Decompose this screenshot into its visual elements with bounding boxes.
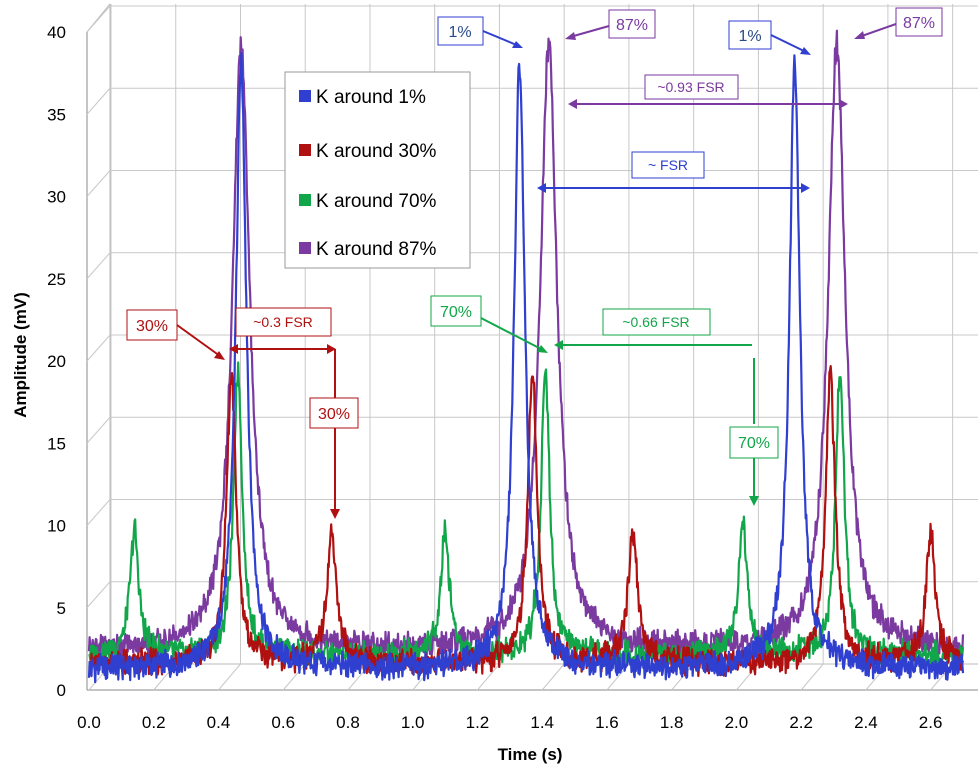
- legend-label-30pct: K around 30%: [316, 141, 437, 162]
- arrowhead-30pct-b: [330, 509, 340, 519]
- y-tick-label: 20: [47, 352, 66, 371]
- legend-box: [284, 71, 471, 269]
- y-tick-label: 5: [57, 599, 66, 618]
- x-tick-label: 0.0: [77, 713, 101, 732]
- x-tick-label: 1.4: [530, 713, 554, 732]
- legend-label-87pct: K around 87%: [316, 239, 437, 260]
- annotation-fsr-066: ~0.66 FSR: [622, 314, 689, 330]
- annotation-box-fsr-03: [235, 307, 332, 337]
- annotation-87pct-a: 87%: [616, 17, 648, 34]
- annotation-1pct-a: 1%: [448, 24, 471, 41]
- x-tick-label: 2.4: [854, 713, 878, 732]
- x-tick-label: 0.2: [142, 713, 166, 732]
- arrowhead-70pct-b: [749, 496, 759, 506]
- annotation-fsr-03: ~0.3 FSR: [253, 314, 313, 330]
- arrow-87pct-a: [569, 25, 610, 38]
- arrowhead-1pct-b: [800, 47, 811, 55]
- y-tick-label: 40: [47, 23, 66, 42]
- arrow-1pct-b: [770, 34, 807, 53]
- y-tick-label: 10: [47, 517, 66, 536]
- arrowhead-70pct-a: [537, 345, 548, 353]
- annotation-70pct-a: 70%: [440, 304, 472, 321]
- x-axis-title: Time (s): [498, 745, 563, 764]
- grid-line-floor: [218, 663, 241, 691]
- annotation-box-fsr-066: [602, 308, 711, 336]
- annotation-box-87pct-b: [895, 7, 943, 37]
- grid-line-diag: [86, 87, 111, 115]
- y-tick-labels: 0 5 10 15 20 25 30 35 40: [47, 23, 66, 700]
- arrowhead-30pct-a: [214, 351, 225, 360]
- legend-label-1pct: K around 1%: [316, 87, 426, 108]
- annotation-fsr-1: ~ FSR: [648, 157, 688, 173]
- x-tick-labels: 0.0 0.2 0.4 0.6 0.8 1.0 1.2 1.4 1.6 1.8 2.0 2.2 2.4 2…: [77, 713, 942, 732]
- legend-label-70pct: K around 70%: [316, 191, 437, 212]
- arrowhead-fsr-093-right: [839, 99, 848, 109]
- annotation-box-30pct-a: [126, 309, 178, 341]
- annotations: 1% 87% 1% 87% ~0.93 FSR ~ FSR 30%: [126, 7, 943, 519]
- arrowhead-fsr-1-left: [537, 183, 546, 193]
- arrowhead-fsr-03-left: [229, 344, 238, 354]
- series-lines: [87, 29, 965, 684]
- annotation-box-1pct-a: [437, 16, 484, 46]
- annotation-box-70pct-b: [729, 426, 779, 459]
- x-tick-label: 0.8: [336, 713, 360, 732]
- grid-line-floor: [477, 663, 500, 691]
- annotation-box-70pct-a: [430, 295, 482, 327]
- y-tick-label: 0: [57, 681, 66, 700]
- legend: K around 1% K around 30% K around 70% K …: [284, 71, 471, 269]
- arrowhead-fsr-066-left: [554, 340, 563, 350]
- arrowhead-1pct-a: [512, 41, 523, 48]
- annotation-30pct-a: 30%: [136, 318, 168, 335]
- annotation-box-fsr-1: [631, 151, 705, 179]
- annotation-box-fsr-093: [644, 74, 739, 100]
- legend-marker-87pct: [299, 242, 311, 254]
- annotation-30pct-b: 30%: [318, 406, 350, 423]
- arrowhead-fsr-1-right: [801, 183, 810, 193]
- x-tick-label: 2.2: [789, 713, 813, 732]
- annotation-1pct-b: 1%: [738, 28, 761, 45]
- legend-marker-70pct: [299, 194, 311, 206]
- arrow-87pct-b: [858, 23, 897, 38]
- grid-line-diag: [86, 334, 111, 362]
- x-tick-label: 0.6: [271, 713, 295, 732]
- x-tick-label: 0.4: [207, 713, 231, 732]
- annotation-87pct-b: 87%: [903, 15, 935, 32]
- grid-line-floor: [541, 663, 565, 691]
- arrowhead-fsr-093-left: [568, 99, 577, 109]
- x-tick-label: 2.6: [919, 713, 943, 732]
- arrowhead-87pct-a: [565, 32, 576, 40]
- arrow-1pct-a: [482, 30, 520, 47]
- y-tick-label: 15: [47, 434, 66, 453]
- legend-marker-30pct: [299, 144, 311, 156]
- grid-line-floor: [800, 663, 824, 691]
- y-tick-label: 25: [47, 270, 66, 289]
- x-tick-label: 1.2: [466, 713, 490, 732]
- x-tick-label: 2.0: [725, 713, 749, 732]
- grid-line-diag: [86, 170, 111, 197]
- series-line-k-around-30-: [88, 365, 965, 678]
- series-line-k-around-1-: [87, 52, 965, 684]
- annotation-fsr-093: ~0.93 FSR: [657, 79, 724, 95]
- x-tick-label: 1.0: [401, 713, 425, 732]
- y-tick-label: 35: [47, 105, 66, 124]
- grid-line-floor: [282, 663, 306, 691]
- x-tick-label: 1.6: [595, 713, 619, 732]
- grid-line-diag: [86, 581, 111, 609]
- y-axis-title: Amplitude (mV): [11, 292, 30, 418]
- arrow-70pct-a: [480, 317, 544, 351]
- annotation-70pct-b: 70%: [738, 435, 770, 452]
- y-tick-label: 30: [47, 188, 66, 207]
- grid-line-diag: [86, 252, 111, 280]
- arrowhead-87pct-b: [854, 31, 865, 39]
- grid-line-diag: [86, 499, 111, 526]
- arrow-30pct-a: [176, 324, 221, 357]
- grid-line-diag: [86, 5, 111, 33]
- annotation-box-30pct-b: [309, 397, 359, 429]
- x-tick-label: 1.8: [660, 713, 684, 732]
- legend-marker-1pct: [299, 90, 311, 102]
- grid-line-diag: [86, 416, 111, 444]
- arrowhead-fsr-03-right: [327, 344, 336, 354]
- annotation-box-87pct-a: [608, 9, 656, 39]
